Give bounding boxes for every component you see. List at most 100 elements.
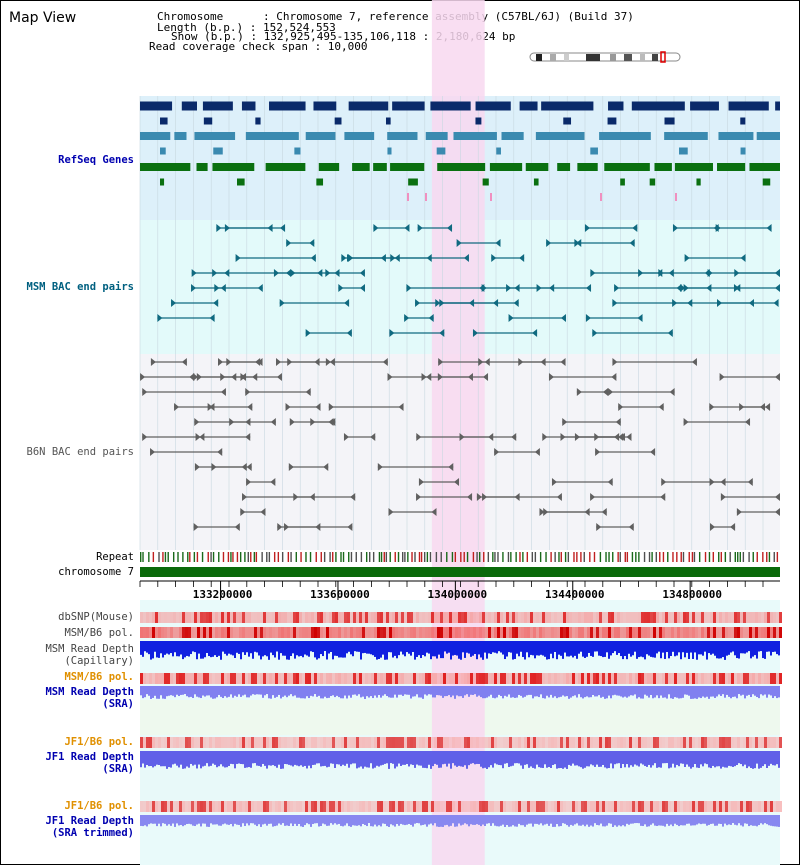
jf1-depth-trimmed-bar <box>440 815 442 827</box>
jf1-b6-pol-cell <box>533 737 536 748</box>
msm-b6-pol-sra-cell <box>548 673 551 684</box>
msm-depth-sra-bar <box>760 686 762 695</box>
jf1-b6-pol-2-cell <box>422 801 425 812</box>
gene-feature <box>541 101 594 111</box>
msm-b6-pol-cell <box>710 627 713 638</box>
msm-bac-end-right <box>706 284 712 292</box>
jf1-depth-trimmed-bar <box>336 815 338 825</box>
track-label-jf1-depth-sra[interactable]: JF1 Read Depth <box>45 751 134 763</box>
jf1-depth-sra-bar <box>644 751 646 766</box>
msm-b6-pol-cell <box>605 627 608 638</box>
jf1-b6-pol-cell <box>662 737 665 748</box>
jf1-b6-pol-cell <box>260 737 263 748</box>
jf1-depth-trimmed-bar <box>716 815 718 826</box>
track-label-refseq[interactable]: RefSeq Genes <box>58 154 134 166</box>
jf1-depth-trimmed-bar <box>658 815 660 826</box>
jf1-depth-trimmed-bar <box>174 815 176 827</box>
msm-depth-sra-bar <box>404 686 406 695</box>
jf1-depth-trimmed-bar <box>668 815 670 826</box>
jf1-b6-pol-2-cell <box>155 801 158 812</box>
msm-b6-pol-sra-cell <box>383 673 386 684</box>
jf1-depth-trimmed-bar <box>332 815 334 825</box>
msm-depth-sra-bar <box>578 686 580 695</box>
msm-depth-sra-bar <box>218 686 220 695</box>
track-label-msm-depth-capillary[interactable]: MSM Read Depth <box>45 643 134 655</box>
jf1-b6-pol-cell <box>755 737 758 748</box>
jf1-b6-pol-2-cell <box>725 801 728 812</box>
gene-feature <box>269 101 306 111</box>
jf1-b6-pol-cell <box>371 737 374 748</box>
track-label-msm-b6-pol[interactable]: MSM/B6 pol. <box>64 627 134 639</box>
jf1-depth-trimmed-bar <box>752 815 754 826</box>
msm-depth-capillary-bar <box>348 641 350 652</box>
jf1-depth-trimmed-bar <box>746 815 748 824</box>
msm-b6-pol-cell <box>407 627 410 638</box>
jf1-depth-trimmed-bar <box>200 815 202 827</box>
dbsnp-heat-cell <box>752 612 755 623</box>
track-label-msm-depth-sra[interactable]: MSM Read Depth <box>45 686 134 698</box>
msm-depth-sra-bar <box>522 686 524 698</box>
jf1-b6-pol-2-cell <box>599 801 602 812</box>
jf1-depth-sra-bar <box>330 751 332 764</box>
dbsnp-heat-cell <box>554 612 557 623</box>
track-label-jf1-depth-trimmed[interactable]: JF1 Read Depth <box>45 815 134 827</box>
msm-depth-capillary-bar <box>762 641 764 659</box>
msm-b6-pol-cell <box>656 627 659 638</box>
jf1-b6-pol-cell <box>236 737 239 748</box>
dbsnp-heat-cell <box>596 612 599 623</box>
dbsnp-heat-cell <box>482 612 485 623</box>
repeat-element <box>404 552 406 562</box>
msm-b6-pol-cell <box>686 627 689 638</box>
jf1-b6-pol-2-cell <box>176 801 179 812</box>
msm-depth-sra-bar <box>570 686 572 698</box>
jf1-b6-pol-cell <box>563 737 566 748</box>
jf1-depth-sra-bar <box>544 751 546 765</box>
dbsnp-heat-cell <box>239 612 242 623</box>
track-label-jf1-b6-pol[interactable]: JF1/B6 pol. <box>64 736 134 748</box>
dbsnp-heat-cell <box>449 612 452 623</box>
track-label-jf1-b6-pol-2[interactable]: JF1/B6 pol. <box>64 800 134 812</box>
msm-depth-capillary-bar <box>314 641 316 658</box>
b6n-bac-end-left <box>217 358 223 366</box>
b6n-bac-end-left <box>548 373 554 381</box>
msm-b6-pol-sra-cell <box>155 673 158 684</box>
jf1-b6-pol-cell <box>245 737 248 748</box>
jf1-depth-sra-bar <box>730 751 732 767</box>
jf1-b6-pol-cell <box>677 737 680 748</box>
repeat-element <box>712 552 715 562</box>
jf1-depth-sra-bar <box>590 751 592 765</box>
msm-depth-sra-bar <box>450 686 452 698</box>
jf1-depth-trimmed-bar <box>180 815 182 825</box>
jf1-depth-sra-bar <box>626 751 628 765</box>
msm-depth-sra-bar <box>350 686 352 698</box>
jf1-depth-sra-bar <box>202 751 204 767</box>
repeat-element <box>463 552 465 562</box>
msm-b6-pol-cell <box>506 627 509 638</box>
jf1-depth-sra-bar <box>756 751 758 764</box>
msm-b6-pol-sra-cell <box>230 673 233 684</box>
dbsnp-heat-cell <box>677 612 680 623</box>
track-label-msm-bac[interactable]: MSM BAC end pairs <box>26 281 134 293</box>
msm-depth-capillary-bar <box>584 641 586 658</box>
track-label-b6n-bac[interactable]: B6N BAC end pairs <box>26 446 134 458</box>
msm-depth-capillary-bar <box>714 641 716 656</box>
track-label-msm-b6-pol-sra[interactable]: MSM/B6 pol. <box>64 671 134 683</box>
track-label-dbsnp[interactable]: dbSNP(Mouse) <box>58 611 134 623</box>
msm-depth-sra-bar <box>392 686 394 698</box>
jf1-depth-trimmed-bar <box>194 815 196 827</box>
msm-depth-sra-bar <box>432 686 434 698</box>
msm-depth-capillary-bar <box>640 641 642 657</box>
b6n-bac-end-right <box>759 403 765 411</box>
msm-b6-pol-sra-cell <box>731 673 734 684</box>
gene-feature <box>762 178 771 186</box>
jf1-depth-sra-bar <box>492 751 494 768</box>
msm-bac-end-left <box>472 329 478 337</box>
msm-depth-capillary-bar <box>708 641 710 654</box>
msm-depth-capillary-bar <box>556 641 558 660</box>
track-label-repeat[interactable]: Repeat <box>96 551 134 563</box>
jf1-depth-sra-bar <box>696 751 698 768</box>
chromosome-ideogram[interactable] <box>528 51 688 65</box>
msm-depth-capillary-bar <box>526 641 528 653</box>
msm-depth-capillary-bar <box>384 641 386 660</box>
